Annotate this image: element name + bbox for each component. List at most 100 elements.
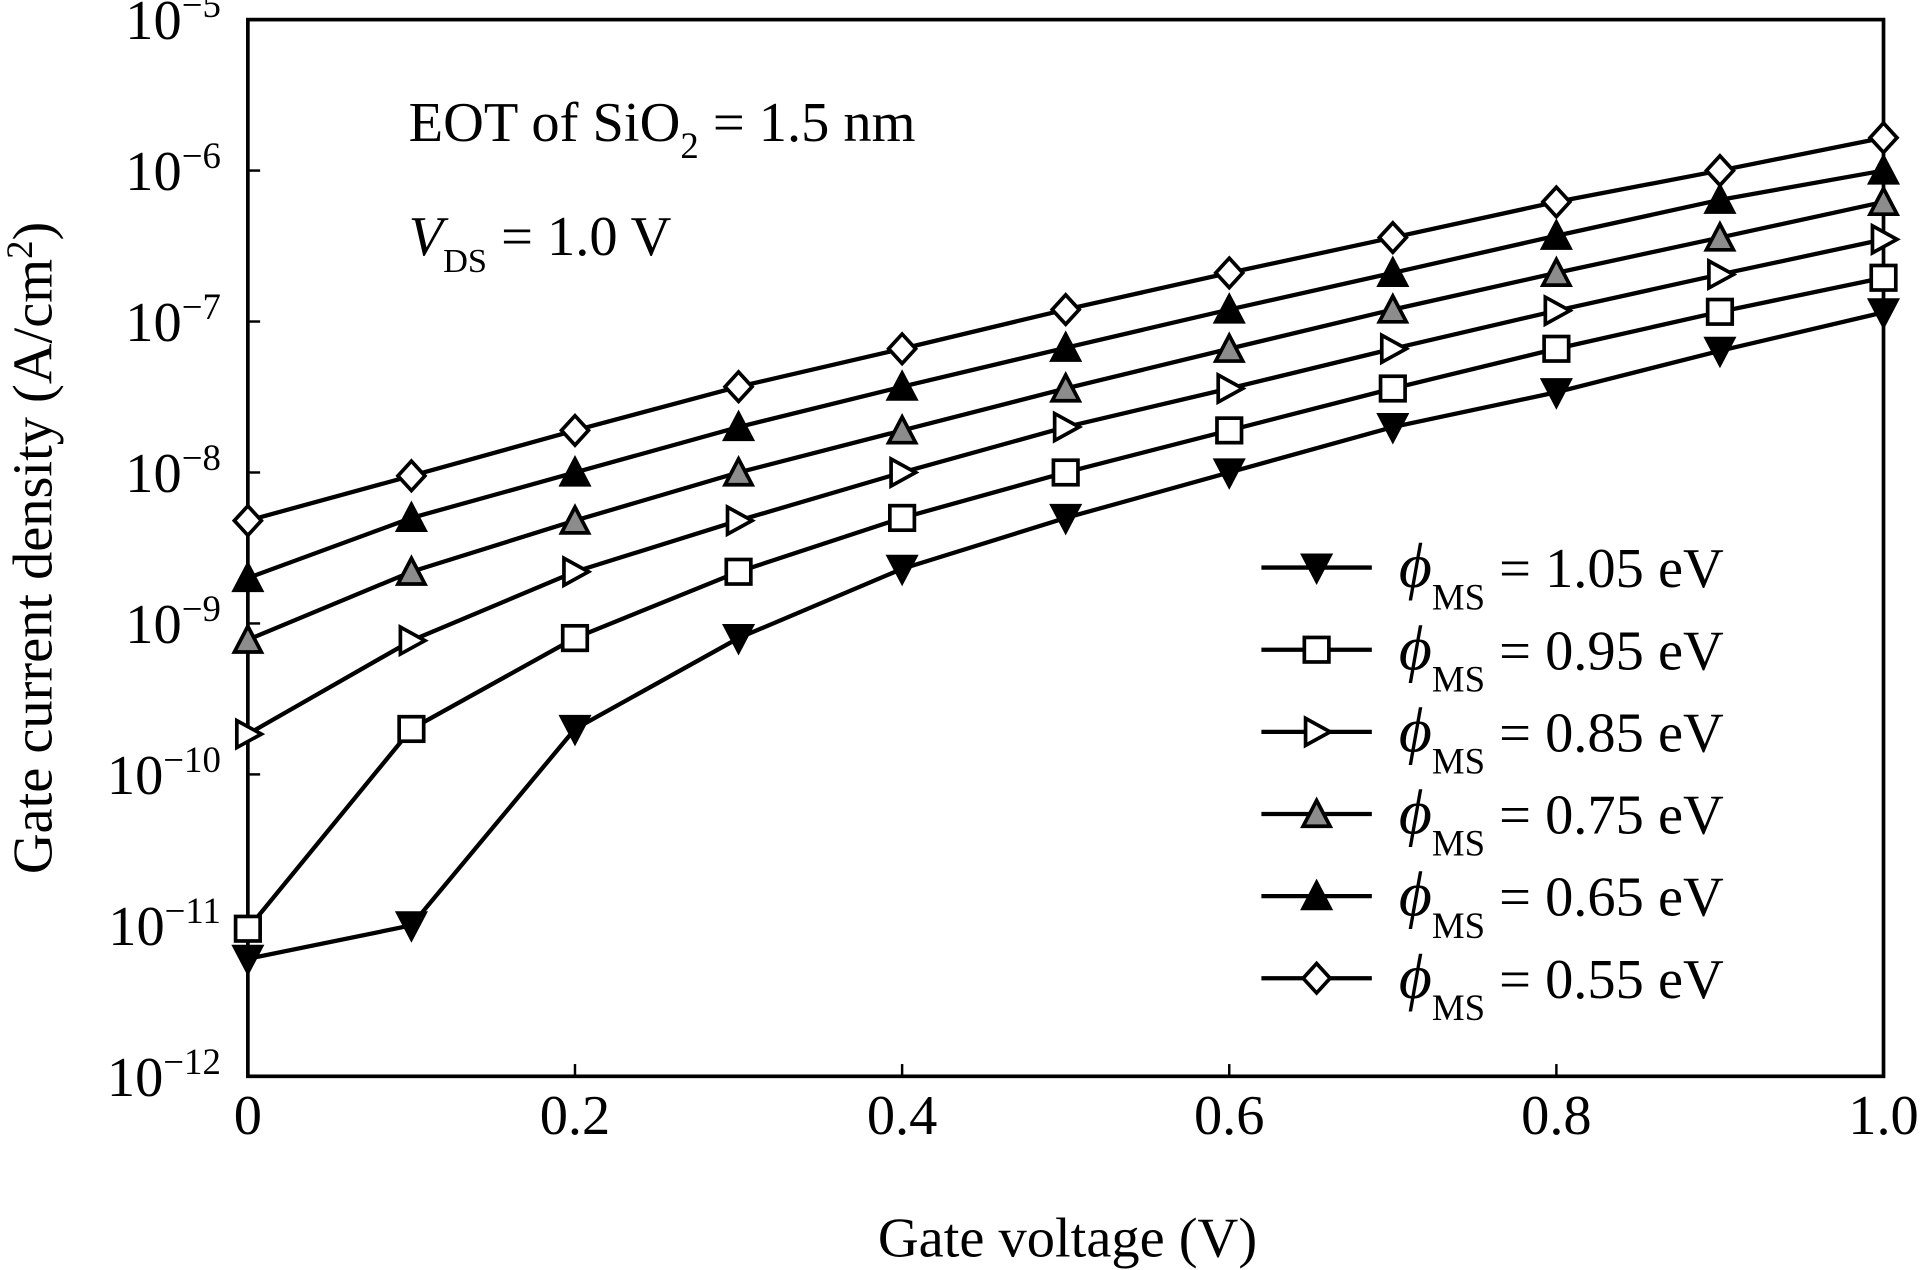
triangle-up-marker	[1703, 182, 1737, 214]
triangle-right-marker	[562, 555, 593, 589]
triangle-down-marker	[1539, 378, 1573, 410]
triangle-up-marker	[558, 455, 592, 487]
square-marker	[1302, 635, 1331, 664]
triangle-down-marker	[885, 554, 919, 587]
series-group	[231, 120, 1901, 977]
diamond-marker	[1867, 120, 1900, 156]
triangle-right-marker	[1216, 371, 1247, 406]
legend-item: ϕMS = 0.65 eV	[1261, 859, 1724, 946]
y-tick-label: 10−12	[107, 1041, 221, 1109]
triangle-up-marker	[1300, 878, 1334, 911]
series-5	[231, 120, 1900, 539]
triangle-up-marker	[558, 503, 592, 535]
triangle-down-marker	[231, 944, 265, 977]
square-marker	[1542, 334, 1571, 363]
triangle-up-marker	[1212, 292, 1246, 324]
triangle-up-marker	[1049, 330, 1083, 362]
triangle-up-marker	[394, 500, 428, 533]
y-tick-label: 10−5	[125, 0, 221, 52]
series-3	[231, 184, 1901, 654]
x-axis-label: Gate voltage (V)	[878, 1208, 1257, 1270]
legend-label: ϕMS = 0.85 eV	[1399, 694, 1724, 781]
triangle-right-marker	[1707, 257, 1738, 292]
legend-label: ϕMS = 0.65 eV	[1399, 859, 1724, 946]
triangle-down-marker	[1049, 503, 1083, 536]
y-tick-label: 10−10	[107, 739, 221, 807]
triangle-up-marker	[1049, 371, 1083, 403]
diamond-marker	[886, 331, 919, 367]
triangle-up-marker	[885, 412, 919, 445]
y-tick-label: 10−7	[125, 286, 221, 354]
legend-label: ϕMS = 0.55 eV	[1399, 941, 1724, 1028]
diamond-marker	[1213, 255, 1246, 291]
triangle-down-marker	[1212, 458, 1246, 490]
triangle-up-marker	[231, 560, 265, 593]
triangle-down-marker	[1376, 412, 1410, 445]
legend-item: ϕMS = 0.85 eV	[1261, 694, 1724, 782]
plot-frame	[246, 17, 1886, 1079]
triangle-down-marker	[558, 714, 592, 747]
y-tick-label: 10−6	[125, 135, 221, 203]
legend-item: ϕMS = 1.05 eV	[1261, 530, 1724, 617]
triangle-up-marker	[1376, 292, 1410, 324]
triangle-down-marker	[1703, 336, 1737, 369]
x-tick-label: 1.0	[1848, 1085, 1919, 1147]
square-marker	[233, 914, 262, 943]
square-marker	[1705, 297, 1735, 326]
triangle-right-marker	[1052, 410, 1084, 444]
legend-label: ϕMS = 0.95 eV	[1399, 612, 1724, 699]
triangle-up-marker	[1539, 218, 1573, 250]
x-tick-label: 0.2	[540, 1085, 611, 1147]
legend-item: ϕMS = 0.55 eV	[1261, 941, 1724, 1028]
triangle-right-marker	[1870, 222, 1901, 256]
diamond-marker	[1300, 960, 1333, 996]
axis-ticks: 0 0.2 0.4 0.6 0.8 1.0 10−5 10−6 10−7 10−8 10−9 10−1…	[107, 0, 1919, 1147]
triangle-down-marker	[1866, 298, 1901, 330]
y-tick-label: 10−9	[125, 588, 221, 656]
diamond-marker	[231, 503, 264, 539]
x-tick-label: 0.8	[1521, 1085, 1592, 1147]
square-marker	[1215, 416, 1244, 445]
series-0	[231, 298, 1901, 977]
diamond-marker	[1376, 220, 1409, 255]
triangle-down-marker	[394, 911, 428, 943]
legend-label: ϕMS = 0.75 eV	[1399, 777, 1724, 864]
triangle-up-marker	[394, 554, 428, 586]
triangle-up-marker	[231, 622, 265, 654]
x-tick-label: 0.6	[1194, 1085, 1265, 1147]
triangle-up-marker	[722, 455, 756, 487]
triangle-up-marker	[1866, 153, 1901, 185]
series-2	[234, 222, 1901, 751]
annotation-eot: EOT of SiO2 = 1.5 nm	[409, 92, 916, 166]
square-marker	[1051, 458, 1080, 487]
triangle-right-marker	[1303, 715, 1334, 749]
annotation-vds: VDS = 1.0 V	[409, 206, 672, 280]
triangle-up-marker	[885, 369, 919, 401]
triangle-right-marker	[1379, 332, 1411, 366]
triangle-up-marker	[1300, 796, 1334, 829]
y-tick-label: 10−11	[108, 890, 221, 958]
triangle-down-marker	[722, 623, 756, 656]
triangle-right-marker	[1543, 294, 1574, 328]
diamond-marker	[1049, 292, 1082, 328]
series-4	[231, 153, 1901, 593]
triangle-right-marker	[234, 717, 266, 751]
triangle-up-marker	[1539, 255, 1573, 287]
square-marker	[560, 623, 590, 653]
diamond-marker	[558, 412, 591, 448]
square-marker	[724, 557, 753, 586]
square-marker	[1869, 263, 1898, 292]
diamond-marker	[722, 369, 755, 405]
diamond-marker	[1703, 153, 1736, 189]
series-1	[233, 263, 1898, 943]
diamond-marker	[1540, 184, 1573, 220]
diamond-marker	[395, 458, 428, 494]
x-tick-label: 0.4	[867, 1085, 938, 1147]
triangle-down-marker	[1300, 553, 1334, 586]
legend-item: ϕMS = 0.95 eV	[1261, 612, 1724, 699]
y-axis-label: Gate current density (A/cm2)	[0, 222, 65, 874]
triangle-up-marker	[1703, 220, 1737, 252]
triangle-up-marker	[1212, 331, 1246, 363]
